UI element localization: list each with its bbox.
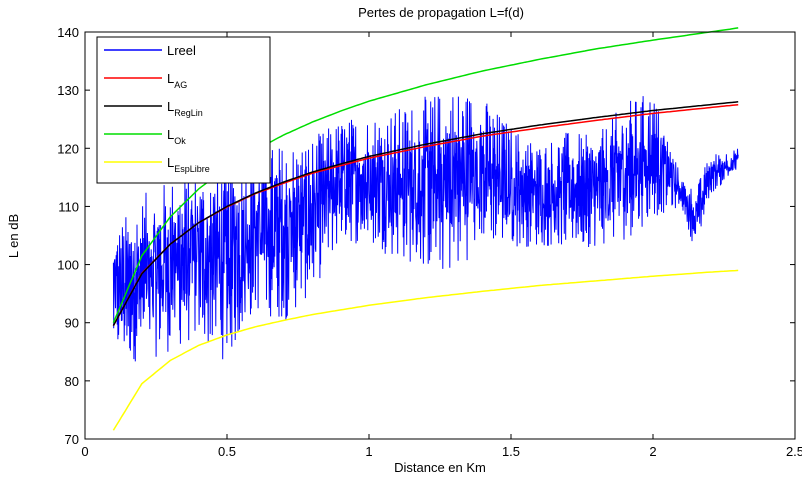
series-l-esplibre-line [112,269,739,431]
x-tick-label: 1.5 [502,444,520,459]
x-tick-label: 2 [649,444,656,459]
x-tick-label: 0.5 [218,444,236,459]
y-tick-label: 100 [57,258,79,273]
y-tick-label: 70 [65,432,79,447]
chart-title: Pertes de propagation L=f(d) [358,5,524,20]
y-tick-label: 90 [65,316,79,331]
x-tick-label: 1 [365,444,372,459]
x-tick-label: 2.5 [786,444,802,459]
y-tick-label: 120 [57,141,79,156]
y-axis-ticks: 70 80 90 100 110 120 130 140 [57,25,795,447]
y-tick-label: 140 [57,25,79,40]
y-tick-label: 130 [57,83,79,98]
plot-frame [84,31,796,440]
y-axis-title: L en dB [6,214,21,258]
legend-box [96,36,271,184]
y-tick-label: 110 [58,199,79,214]
x-tick-label: 0 [81,444,88,459]
x-axis-ticks: 0 0.5 1 1.5 2 2.5 [81,32,802,459]
legend-label-lreel: Lreel [167,43,196,58]
x-axis-title: Distance en Km [394,460,486,475]
series-l-reglin-line [112,101,739,326]
y-tick-label: 80 [65,374,79,389]
